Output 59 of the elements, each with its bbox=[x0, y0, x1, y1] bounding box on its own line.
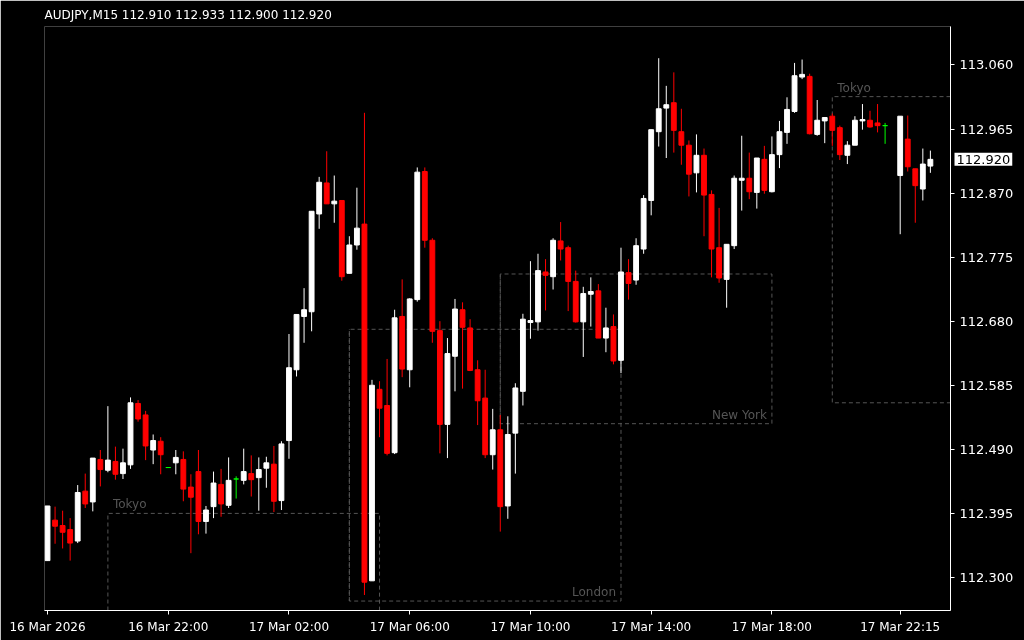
x-tick-label: 17 Mar 22:15 bbox=[860, 619, 941, 634]
candlestick bbox=[263, 456, 270, 489]
candlestick bbox=[112, 446, 119, 481]
candlestick bbox=[655, 57, 662, 148]
y-tick-label: 112.395 bbox=[959, 505, 1014, 521]
y-tick-label: 112.585 bbox=[959, 377, 1014, 393]
candlestick bbox=[255, 456, 262, 512]
x-tick-label: 16 Mar 2026 bbox=[9, 619, 86, 634]
candlestick bbox=[844, 140, 851, 165]
y-tick-label: 112.775 bbox=[959, 249, 1014, 265]
candlestick bbox=[135, 399, 141, 423]
candlestick bbox=[240, 448, 247, 485]
x-tick-label: 17 Mar 14:00 bbox=[611, 619, 692, 634]
candlestick bbox=[218, 468, 224, 518]
candlestick bbox=[738, 135, 745, 212]
candlestick bbox=[542, 258, 549, 311]
chart-title: AUDJPY,M15 112.910 112.933 112.900 112.920 bbox=[44, 7, 332, 22]
candlestick bbox=[587, 276, 594, 328]
candlestick bbox=[814, 99, 821, 137]
series-label: Tokyo bbox=[836, 80, 871, 95]
candlestick bbox=[104, 405, 111, 473]
y-tick-label: 112.680 bbox=[959, 313, 1014, 329]
y-tick-label: 112.965 bbox=[959, 121, 1014, 137]
x-tick-label: 17 Mar 06:00 bbox=[369, 619, 450, 634]
candlestick bbox=[331, 175, 338, 224]
text: 112.920 bbox=[956, 151, 1011, 167]
candlestick bbox=[172, 449, 179, 475]
series-label: Tokyo bbox=[111, 497, 147, 512]
series-label: London bbox=[572, 585, 617, 600]
candlestick bbox=[459, 301, 466, 390]
candlestick bbox=[323, 150, 330, 205]
candlestick bbox=[829, 112, 836, 147]
candlestick bbox=[157, 436, 164, 475]
candlestick bbox=[248, 454, 255, 498]
candlestick bbox=[663, 85, 670, 159]
candlestick bbox=[602, 307, 609, 353]
y-tick-label: 112.870 bbox=[959, 185, 1014, 201]
x-tick-label: 17 Mar 10:00 bbox=[490, 619, 571, 634]
candlestick bbox=[353, 187, 360, 251]
candlestick bbox=[203, 505, 209, 535]
series-label: New York bbox=[711, 407, 767, 422]
candlestick bbox=[678, 108, 685, 166]
candlestick bbox=[233, 475, 240, 500]
x-tick-label: 16 Mar 22:00 bbox=[128, 619, 209, 634]
candlestick bbox=[150, 433, 157, 465]
candlestick bbox=[746, 152, 753, 200]
candlestick bbox=[821, 117, 828, 144]
y-tick-label: 113.060 bbox=[959, 57, 1014, 73]
candlestick bbox=[625, 258, 632, 301]
candlestick bbox=[693, 133, 700, 193]
x-tick-label: 17 Mar 02:00 bbox=[248, 619, 330, 634]
candlestick bbox=[97, 449, 104, 487]
x-tick-label: 17 Mar 18:00 bbox=[731, 619, 812, 634]
y-tick-label: 112.300 bbox=[959, 569, 1014, 585]
y-tick-label: 112.490 bbox=[959, 441, 1014, 457]
candlestick bbox=[52, 506, 58, 545]
candlestick bbox=[82, 473, 89, 509]
candlestick bbox=[912, 168, 919, 224]
candlestick bbox=[210, 471, 217, 519]
